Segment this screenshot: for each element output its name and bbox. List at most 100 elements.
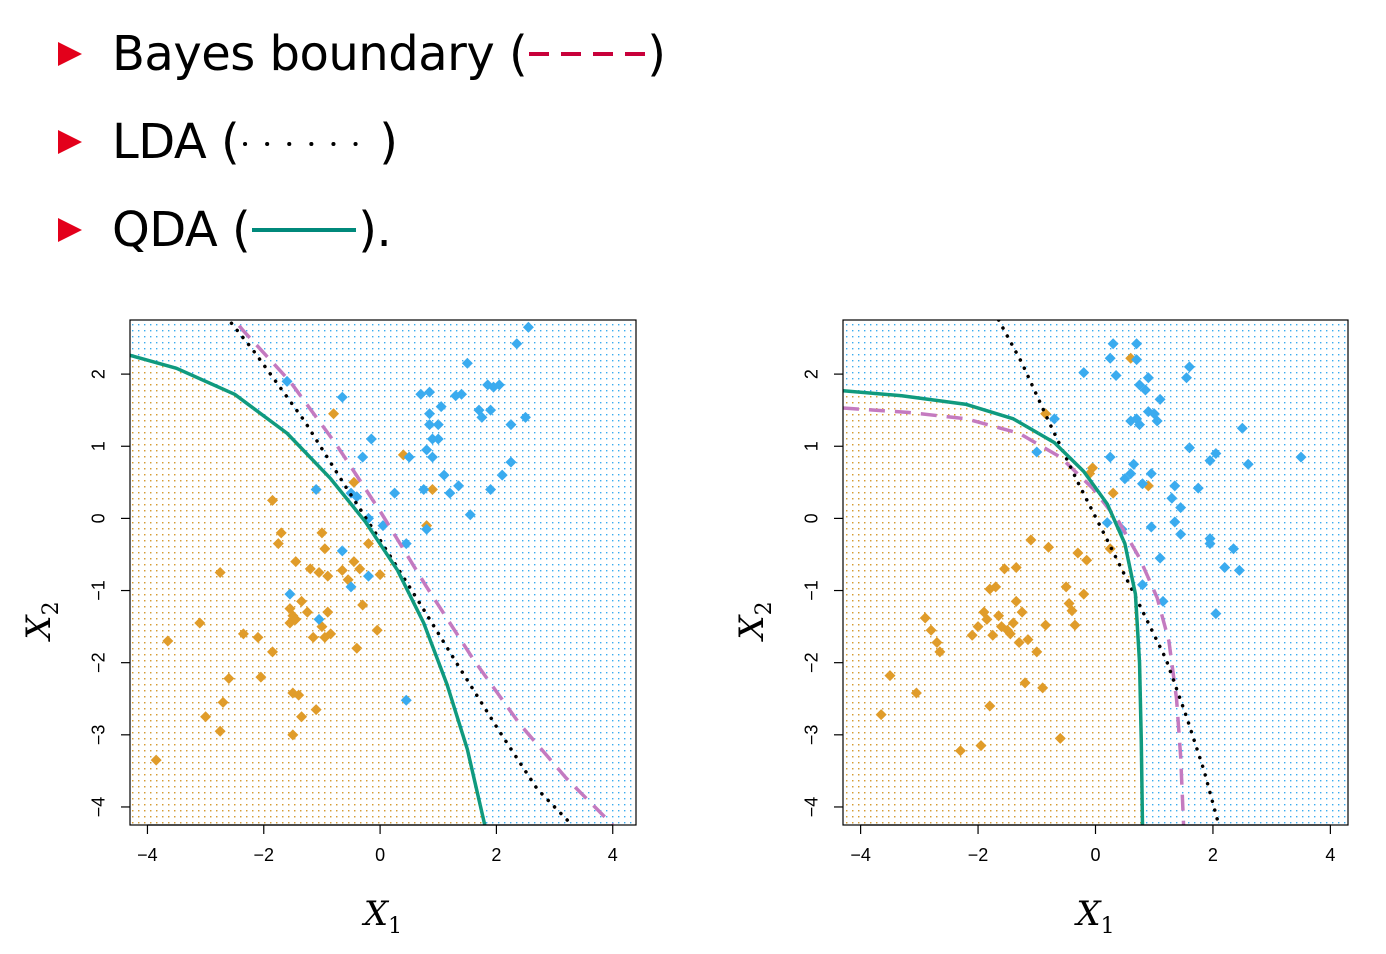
class2-point bbox=[310, 484, 322, 496]
legend-label-lda: LDA ( bbox=[112, 114, 240, 170]
class2-point bbox=[336, 391, 348, 403]
class1-point bbox=[162, 635, 174, 647]
points-group bbox=[150, 321, 534, 766]
class2-point bbox=[505, 419, 517, 431]
dotted-line-sample bbox=[243, 142, 380, 146]
class2-point bbox=[485, 484, 497, 496]
class1-point bbox=[252, 631, 264, 643]
class2-point bbox=[421, 444, 433, 456]
class2-point bbox=[1169, 516, 1181, 528]
class1-point bbox=[293, 689, 305, 701]
class1-point bbox=[972, 621, 984, 633]
y-tick-label: −1 bbox=[801, 580, 821, 601]
class1-point bbox=[255, 671, 267, 683]
class1-point bbox=[290, 556, 302, 568]
class1-point bbox=[325, 628, 337, 640]
triangle-bullet-icon bbox=[58, 218, 82, 242]
class2-point bbox=[505, 456, 517, 468]
class1-point bbox=[910, 687, 922, 699]
class1-point bbox=[1043, 541, 1055, 553]
class1-point bbox=[371, 624, 383, 636]
class1-point bbox=[319, 543, 331, 555]
class1-point bbox=[362, 538, 374, 550]
class2-point bbox=[1136, 579, 1148, 591]
class1-point bbox=[354, 563, 366, 575]
class2-point bbox=[1175, 502, 1187, 514]
class2-point bbox=[1104, 451, 1116, 463]
class2-point bbox=[284, 588, 296, 600]
class1-region bbox=[843, 390, 1143, 825]
class2-point bbox=[426, 451, 438, 463]
class1-point bbox=[1022, 634, 1034, 646]
class2-point bbox=[1210, 447, 1222, 459]
class1-point bbox=[1010, 595, 1022, 607]
class1-point bbox=[1016, 606, 1028, 618]
class2-point bbox=[1142, 372, 1154, 384]
class1-point bbox=[934, 646, 946, 658]
class1-point bbox=[931, 636, 943, 648]
class1-point bbox=[200, 711, 212, 723]
class2-point bbox=[485, 404, 497, 416]
class1-point bbox=[348, 476, 360, 488]
class2-point bbox=[365, 433, 377, 445]
y-tick-label: 0 bbox=[88, 513, 108, 523]
class2-point bbox=[345, 581, 357, 593]
class1-point bbox=[919, 612, 931, 624]
legend-suffix-qda: ). bbox=[358, 202, 392, 258]
class1-point bbox=[266, 494, 278, 506]
class2-point bbox=[421, 523, 433, 535]
class1-point bbox=[993, 610, 1005, 622]
solid-line-sample bbox=[252, 228, 357, 232]
class1-point bbox=[1010, 561, 1022, 573]
x-axis-title: X1 bbox=[361, 894, 402, 939]
legend-suffix-bayes: ) bbox=[647, 26, 666, 82]
class1-point bbox=[1078, 588, 1090, 600]
class2-point bbox=[1104, 352, 1116, 364]
class2-point bbox=[1227, 543, 1239, 555]
class2-point bbox=[415, 388, 427, 400]
class2-point bbox=[1181, 372, 1193, 384]
class1-point bbox=[237, 628, 249, 640]
class2-point bbox=[1031, 446, 1043, 458]
class1-point bbox=[966, 629, 978, 641]
class1-point bbox=[223, 673, 235, 685]
y-tick-label: −4 bbox=[88, 797, 108, 818]
class1-point bbox=[348, 556, 360, 568]
class1-point bbox=[313, 567, 325, 578]
class2-point bbox=[351, 491, 363, 503]
class1-point bbox=[328, 408, 340, 420]
class2-point bbox=[1166, 492, 1178, 504]
class1-point bbox=[217, 696, 229, 708]
class2-point bbox=[1151, 415, 1163, 427]
class1-point bbox=[150, 754, 162, 766]
class1-point bbox=[1081, 554, 1093, 566]
class2-point bbox=[519, 411, 531, 423]
class1-point bbox=[987, 629, 999, 641]
class2-point bbox=[362, 570, 374, 582]
class1-point bbox=[351, 642, 363, 654]
class2-point bbox=[1110, 370, 1122, 382]
class2-point bbox=[1154, 393, 1166, 405]
class2-point bbox=[1131, 338, 1143, 350]
class2-point bbox=[1128, 458, 1140, 470]
class1-point bbox=[1019, 677, 1031, 689]
class1-point bbox=[296, 711, 308, 723]
class2-point bbox=[493, 379, 505, 391]
class2-point bbox=[511, 338, 523, 350]
class2-point bbox=[357, 451, 369, 463]
class2-point bbox=[424, 386, 436, 398]
x-tick-label: −2 bbox=[254, 845, 275, 865]
class2-point bbox=[400, 694, 412, 706]
class1-point bbox=[357, 599, 369, 611]
class1-point bbox=[322, 570, 334, 582]
class1-point bbox=[310, 704, 322, 716]
qda-boundary-line bbox=[843, 388, 1145, 825]
y-tick-label: −2 bbox=[88, 652, 108, 673]
class2-point bbox=[461, 357, 473, 369]
legend-item-qda: QDA ( ). bbox=[58, 186, 665, 274]
class1-point bbox=[981, 613, 993, 625]
class1-point bbox=[1007, 617, 1019, 629]
class1-point bbox=[266, 646, 278, 658]
class2-point bbox=[1295, 451, 1307, 463]
